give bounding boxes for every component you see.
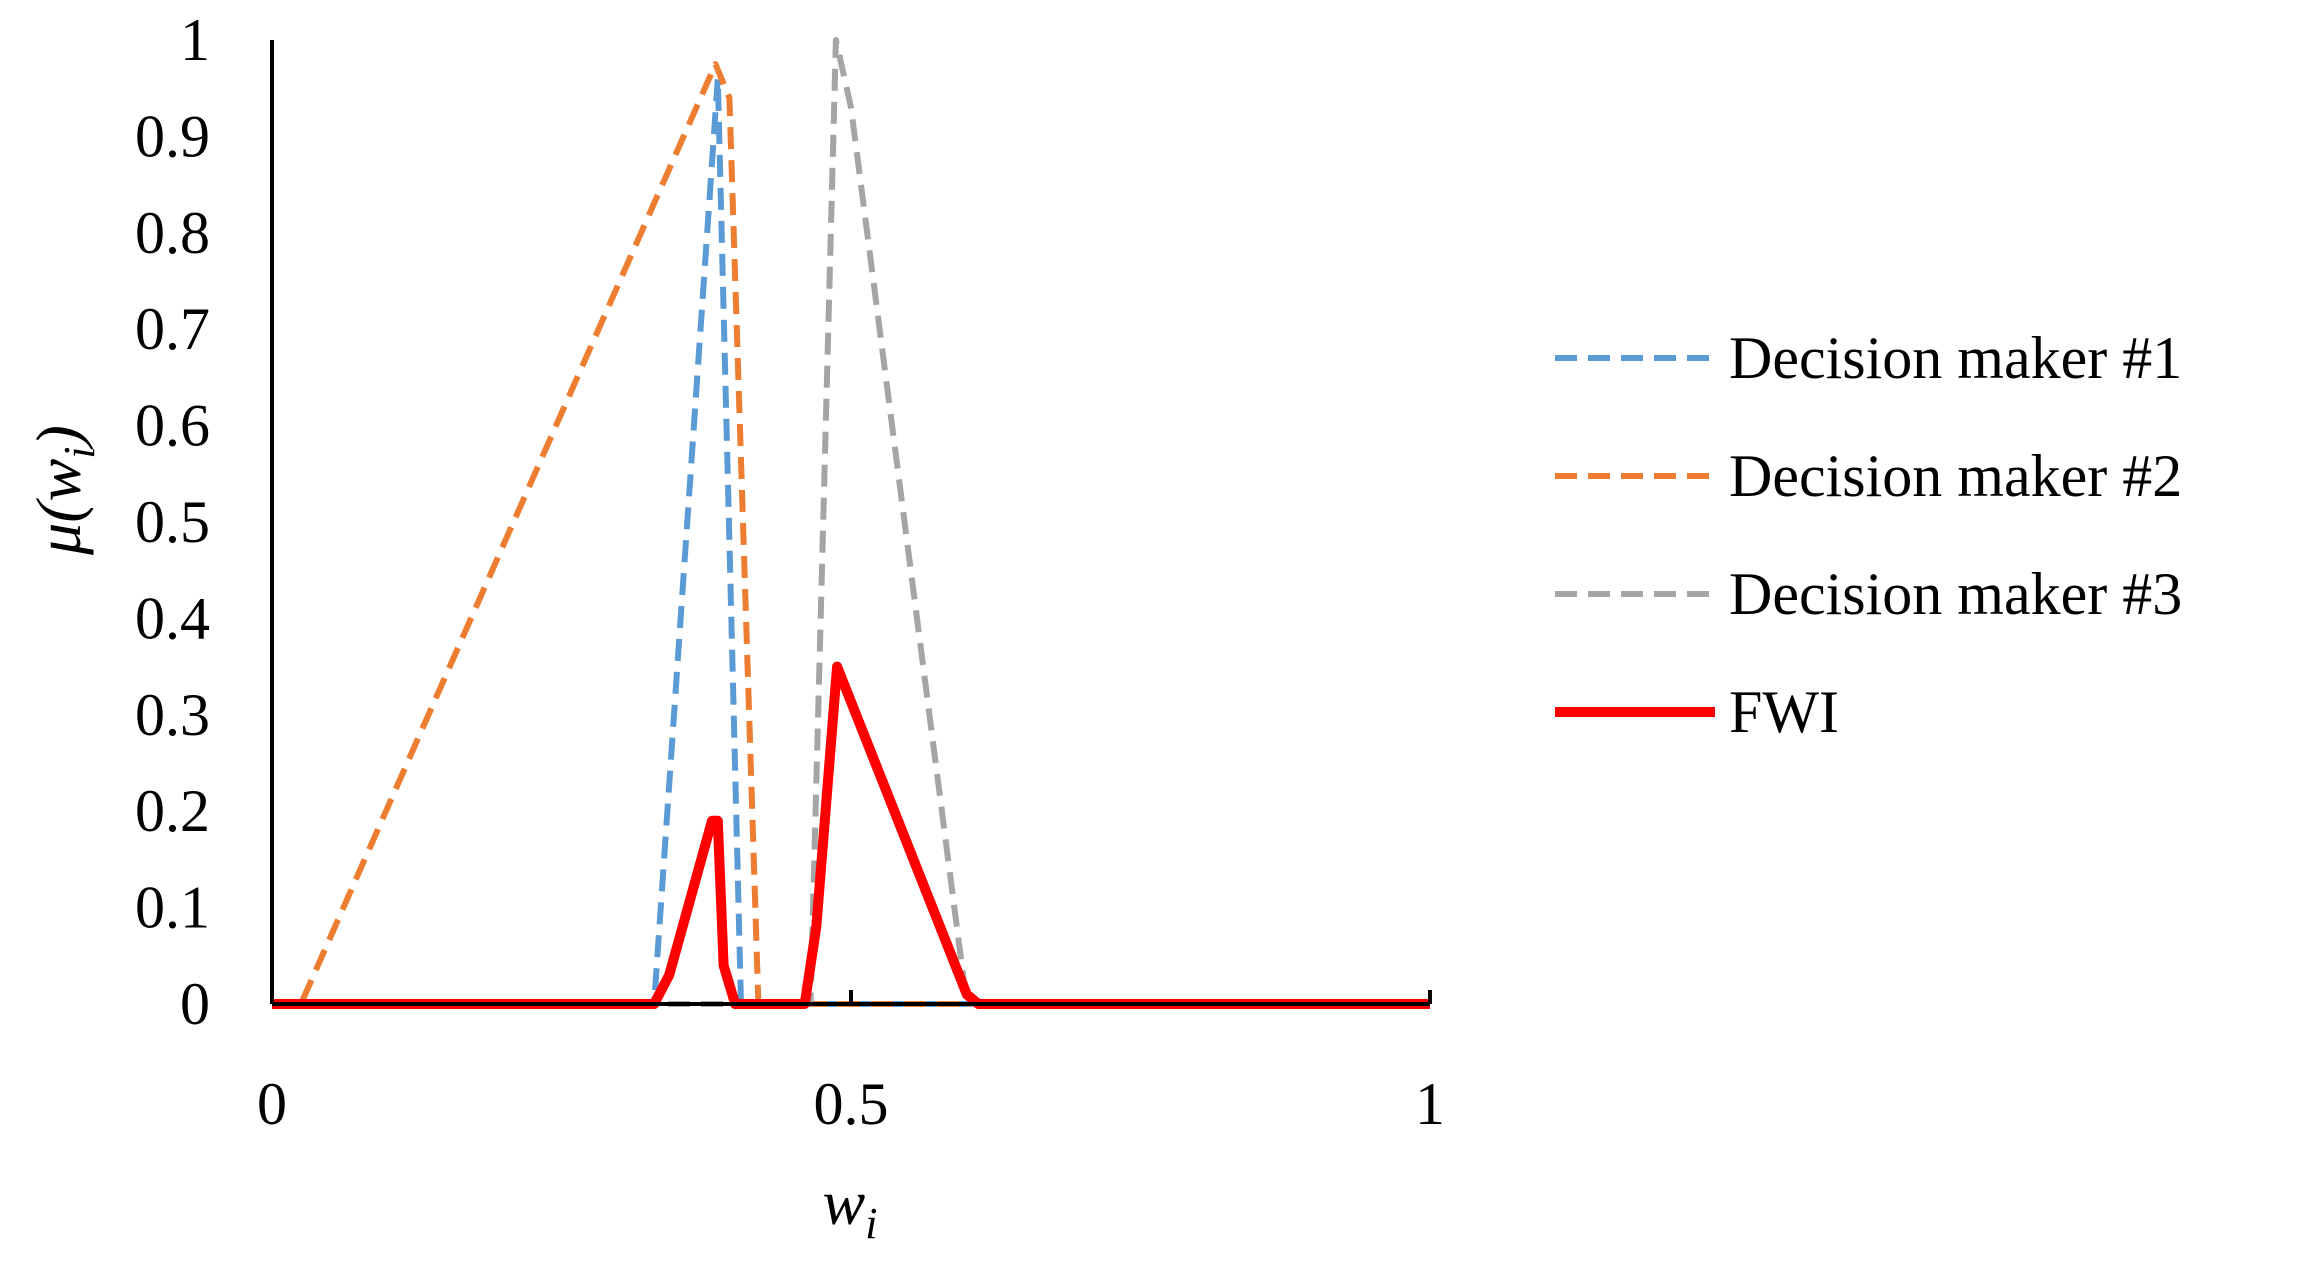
legend-label-2: Decision maker #2: [1729, 443, 2182, 509]
y-tick-label: 0.1: [135, 875, 210, 941]
plot-area: 0 0.5 1 00.10.20.30.40.50.60.70.80.91: [135, 7, 1445, 1137]
legend-label-3: Decision maker #3: [1729, 561, 2182, 627]
y-tick-label: 0.7: [135, 296, 210, 362]
x-tick-label: 0: [257, 1071, 287, 1137]
y-tick-label: 0.5: [135, 489, 210, 555]
series-line-3: [272, 37, 1430, 1007]
x-axis-title-main: w: [823, 1167, 866, 1238]
y-tick-label: 0.9: [135, 103, 210, 169]
series-layer: [272, 37, 1430, 1009]
series-line-1: [272, 75, 1430, 1007]
y-tick-label: 0: [180, 971, 210, 1037]
x-tick-label: 0.5: [814, 1071, 889, 1137]
y-tick-label: 0.4: [135, 585, 210, 651]
x-axis-title-subscript: i: [865, 1199, 877, 1248]
series-line-4: [272, 661, 1430, 1009]
y-axis-title-subscript: i: [55, 446, 104, 458]
x-tick-label: 1: [1415, 1071, 1445, 1137]
y-tick-label: 0.8: [135, 200, 210, 266]
y-tick-label: 0.6: [135, 393, 210, 459]
legend-label-4: FWI: [1729, 679, 1839, 745]
y-axis-title-close: ): [23, 425, 94, 450]
y-tick-label: 0.3: [135, 682, 210, 748]
legend-label-1: Decision maker #1: [1729, 325, 2182, 391]
y-axis-title-main: μ(w: [23, 458, 94, 555]
x-ticks: 0 0.5 1: [257, 990, 1445, 1137]
y-tick-label: 1: [180, 7, 210, 73]
y-axis-title: μ(wi): [23, 425, 104, 556]
y-ticks: 0 0.1 0.2 0.3 0.4 0.5 0.6 0.7 0.8 0.9 1: [135, 7, 210, 1037]
legend: Decision maker #1 Decision maker #2 Decisi…: [1555, 325, 2182, 745]
y-tick-label: 0.2: [135, 778, 210, 844]
series-line-2: [272, 61, 1430, 1007]
x-axis-title: wi: [823, 1167, 878, 1248]
